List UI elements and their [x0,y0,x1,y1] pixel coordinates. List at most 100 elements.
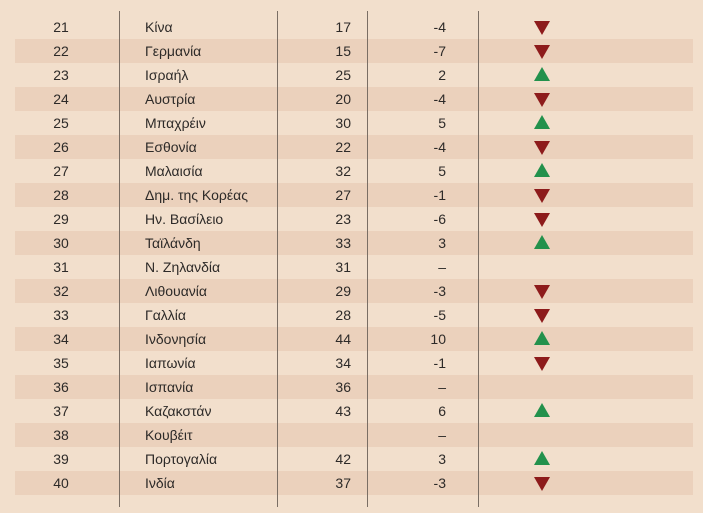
country-cell: Ιαπωνία [145,355,196,371]
column-divider [119,11,120,507]
rank-cell: 31 [53,259,69,275]
country-cell: Ταϊλάνδη [145,235,201,251]
arrow-down-icon [534,285,550,299]
previous-rank-cell: 34 [335,355,351,371]
rank-cell: 22 [53,43,69,59]
previous-rank-cell: 43 [335,403,351,419]
rank-cell: 33 [53,307,69,323]
table-row: 27 Μαλαισία 32 5 [15,159,693,183]
rank-change-cell: – [438,259,446,275]
trend-indicator [532,423,552,447]
table-row: 37 Καζακστάν 43 6 [15,399,693,423]
arrow-up-icon [534,67,550,81]
country-cell: Ινδονησία [145,331,207,347]
table-row: 24 Αυστρία 20 -4 [15,87,693,111]
country-cell: Καζακστάν [145,403,212,419]
rank-change-cell: -1 [433,355,446,371]
table-row: 28 Δημ. της Κορέας 27 -1 [15,183,693,207]
rank-change-cell: -7 [433,43,446,59]
country-cell: Κουβέιτ [145,427,193,443]
table-row: 23 Ισραήλ 25 2 [15,63,693,87]
arrow-down-icon [534,309,550,323]
table-row: 32 Λιθουανία 29 -3 [15,279,693,303]
country-cell: Ισπανία [145,379,194,395]
column-divider [367,11,368,507]
arrow-up-icon [534,451,550,465]
column-divider [277,11,278,507]
previous-rank-cell: 27 [335,187,351,203]
trend-indicator [532,111,552,135]
previous-rank-cell: 31 [335,259,351,275]
trend-indicator [532,39,552,63]
country-cell: Ην. Βασίλειο [145,211,224,227]
previous-rank-cell: 23 [335,211,351,227]
table-row: 25 Μπαχρέιν 30 5 [15,111,693,135]
rank-cell: 23 [53,67,69,83]
rank-cell: 26 [53,139,69,155]
table-row: 35 Ιαπωνία 34 -1 [15,351,693,375]
arrow-down-icon [534,357,550,371]
table-row: 22 Γερμανία 15 -7 [15,39,693,63]
previous-rank-cell: 30 [335,115,351,131]
trend-indicator [532,87,552,111]
table-row: 38 Κουβέιτ – [15,423,693,447]
arrow-up-icon [534,331,550,345]
country-cell: Ν. Ζηλανδία [145,259,221,275]
previous-rank-cell: 29 [335,283,351,299]
trend-indicator [532,183,552,207]
rank-cell: 29 [53,211,69,227]
previous-rank-cell: 44 [335,331,351,347]
column-divider [478,11,479,507]
table-row: 39 Πορτογαλία 42 3 [15,447,693,471]
table-row: 21 Κίνα 17 -4 [15,15,693,39]
previous-rank-cell: 22 [335,139,351,155]
rank-change-cell: 3 [438,235,446,251]
arrow-down-icon [534,45,550,59]
arrow-down-icon [534,93,550,107]
trend-indicator [532,279,552,303]
trend-indicator [532,351,552,375]
table-row: 36 Ισπανία 36 – [15,375,693,399]
rank-cell: 30 [53,235,69,251]
trend-indicator [532,63,552,87]
rank-cell: 25 [53,115,69,131]
trend-indicator [532,231,552,255]
country-cell: Δημ. της Κορέας [145,187,248,203]
arrow-up-icon [534,115,550,129]
rank-change-cell: -4 [433,19,446,35]
rank-change-cell: – [438,427,446,443]
rank-cell: 21 [53,19,69,35]
previous-rank-cell [301,423,351,447]
table-row: 40 Ινδία 37 -3 [15,471,693,495]
rank-cell: 35 [53,355,69,371]
country-cell: Λιθουανία [145,283,207,299]
rank-change-cell: -5 [433,307,446,323]
previous-rank-cell: 17 [335,19,351,35]
arrow-down-icon [534,477,550,491]
trend-indicator [532,399,552,423]
previous-rank-cell: 36 [335,379,351,395]
country-cell: Πορτογαλία [145,451,218,467]
rank-cell: 32 [53,283,69,299]
trend-indicator [532,207,552,231]
rank-cell: 24 [53,91,69,107]
trend-indicator [532,15,552,39]
table-row: 33 Γαλλία 28 -5 [15,303,693,327]
previous-rank-cell: 20 [335,91,351,107]
rank-change-cell: -3 [433,475,446,491]
rank-cell: 37 [53,403,69,419]
arrow-up-icon [534,235,550,249]
arrow-down-icon [534,21,550,35]
rank-change-cell: -6 [433,211,446,227]
arrow-up-icon [534,163,550,177]
rank-cell: 40 [53,475,69,491]
previous-rank-cell: 37 [335,475,351,491]
ranking-table: 21 Κίνα 17 -4 22 Γερμανία 15 -7 23 Ισραή… [15,15,693,495]
country-cell: Ισραήλ [145,67,189,83]
table-row: 31 Ν. Ζηλανδία 31 – [15,255,693,279]
trend-indicator [532,471,552,495]
rank-cell: 39 [53,451,69,467]
previous-rank-cell: 33 [335,235,351,251]
country-cell: Εσθονία [145,139,197,155]
previous-rank-cell: 25 [335,67,351,83]
